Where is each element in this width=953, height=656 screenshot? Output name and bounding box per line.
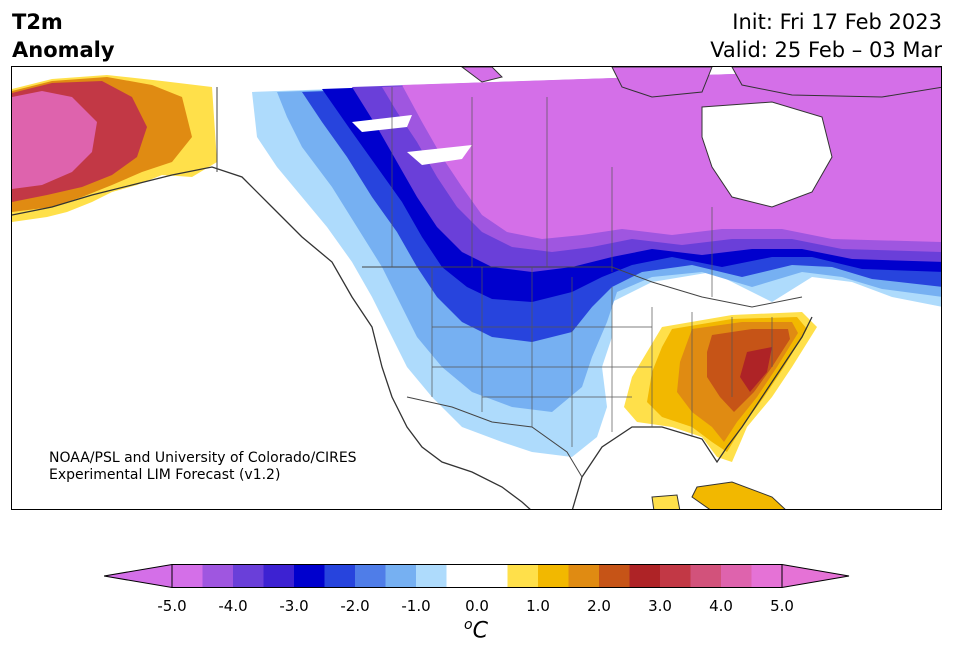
north-america-coastline (12, 166, 531, 509)
hudson-bay (701, 101, 833, 208)
colorbar-segment (202, 564, 234, 588)
bahamas (651, 494, 681, 509)
colorbar-segment (446, 564, 478, 588)
us-mexico-border (406, 396, 583, 478)
colorbar-tick-label: -5.0 (157, 597, 187, 615)
forecast-dates: Init: Fri 17 Feb 2023 Valid: 25 Feb – 03… (710, 8, 942, 64)
colorbar-tick-label: -4.0 (218, 597, 248, 615)
colorbar (104, 564, 850, 588)
colorbar-segment (355, 564, 386, 588)
colorbar-segment (599, 564, 630, 588)
colorbar-segment (721, 564, 752, 588)
colorbar-segment (538, 564, 569, 588)
colorbar-over-arrow (781, 564, 850, 588)
unit-label: oC (464, 617, 488, 643)
province-lines (391, 87, 713, 297)
colorbar-segment (660, 564, 691, 588)
colorbar-tick-label: 5.0 (770, 597, 794, 615)
map-panel (11, 66, 942, 510)
canada-cold-magenta (402, 67, 941, 242)
data-credit: NOAA/PSL and University of Colorado/CIRE… (49, 450, 357, 484)
alaska-warm-region-pink (12, 91, 97, 189)
colorbar-tick-label: -1.0 (401, 597, 431, 615)
colorbar-segment (477, 564, 508, 588)
colorbar-segment (751, 564, 783, 588)
colorbar-tick-label: 4.0 (709, 597, 733, 615)
colorbar-tick-label: 1.0 (526, 597, 550, 615)
unit-celsius: C (472, 618, 488, 644)
colorbar-tick-label: 3.0 (648, 597, 672, 615)
great-bear-lake (407, 145, 472, 165)
colorbar-segments (172, 564, 783, 588)
southeast-warm-red (740, 347, 772, 392)
valid-date: Valid: 25 Feb – 03 Mar (710, 38, 942, 62)
cuba (691, 481, 786, 509)
arctic-islands (461, 67, 941, 98)
credit-line1: NOAA/PSL and University of Colorado/CIRE… (49, 450, 357, 466)
colorbar-segment (507, 564, 539, 588)
colorbar-segment (324, 564, 356, 588)
map-title-line1: T2m (12, 10, 63, 34)
colorbar-segment (629, 564, 661, 588)
colorbar-tick-label: -2.0 (340, 597, 370, 615)
colorbar-segment (294, 564, 325, 588)
colorbar-under-arrow (104, 564, 173, 588)
colorbar-segment (385, 564, 417, 588)
colorbar-segment (233, 564, 264, 588)
colorbar-segment (416, 564, 447, 588)
init-date: Init: Fri 17 Feb 2023 (732, 10, 942, 34)
colorbar-segment (568, 564, 600, 588)
credit-line2: Experimental LIM Forecast (v1.2) (49, 467, 281, 483)
great-slave-lake (352, 115, 412, 132)
colorbar-tick-label: -3.0 (279, 597, 309, 615)
colorbar-segment (172, 564, 203, 588)
map-title: T2m Anomaly (12, 8, 115, 64)
colorbar-segment (263, 564, 295, 588)
unit-degree: o (464, 617, 473, 633)
colorbar-segment (690, 564, 722, 588)
colorbar-tick-label: 0.0 (465, 597, 489, 615)
colorbar-tick-label: 2.0 (587, 597, 611, 615)
us-canada-border (362, 266, 803, 308)
anomaly-map (12, 67, 941, 509)
state-lines (431, 267, 773, 447)
colorbar-outline (171, 564, 783, 588)
gulf-coastline (571, 316, 813, 509)
map-title-line2: Anomaly (12, 38, 115, 62)
